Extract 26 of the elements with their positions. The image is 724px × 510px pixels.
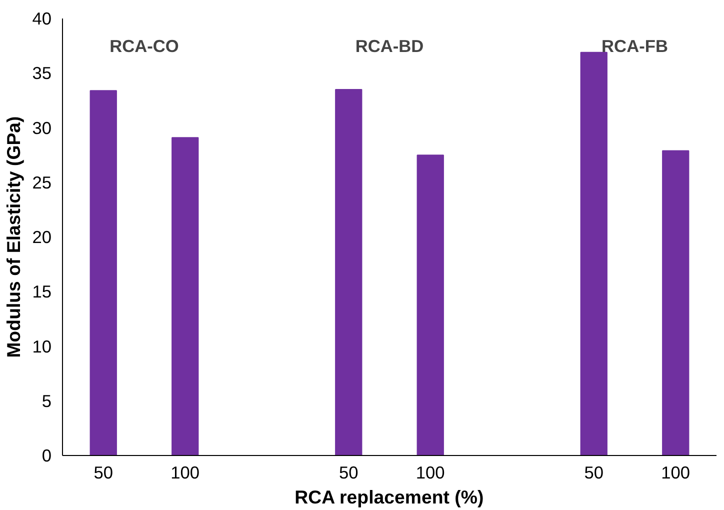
annotation: RCA-CO: [110, 36, 179, 56]
y-tick-label: 25: [32, 172, 52, 192]
bar: [416, 154, 444, 456]
bar: [335, 89, 362, 456]
y-tick-label: 35: [32, 63, 52, 84]
y-tick-label: 0: [42, 446, 52, 466]
y-tick-label: 20: [32, 227, 52, 247]
y-axis-title: Modulus of Elasticity (GPa): [3, 116, 24, 358]
x-axis-title: RCA replacement (%): [294, 486, 484, 508]
y-tick-label: 40: [32, 8, 52, 28]
y-tick-label: 5: [42, 390, 52, 411]
bar: [662, 150, 690, 456]
x-tick-label: 100: [170, 462, 200, 482]
x-tick-label: 50: [94, 462, 114, 482]
x-tick-label: 50: [584, 462, 604, 482]
y-tick-label: 15: [32, 282, 52, 302]
bar: [172, 137, 199, 456]
bar: [90, 90, 117, 456]
x-tick-label: 100: [661, 462, 690, 482]
y-tick-label: 10: [32, 336, 52, 356]
y-tick-label: 30: [32, 118, 52, 138]
x-tick-label: 100: [416, 462, 445, 482]
annotation: RCA-FB: [602, 36, 668, 56]
x-tick-label: 50: [338, 462, 358, 482]
bar: [580, 52, 608, 456]
annotation: RCA-BD: [355, 36, 424, 56]
